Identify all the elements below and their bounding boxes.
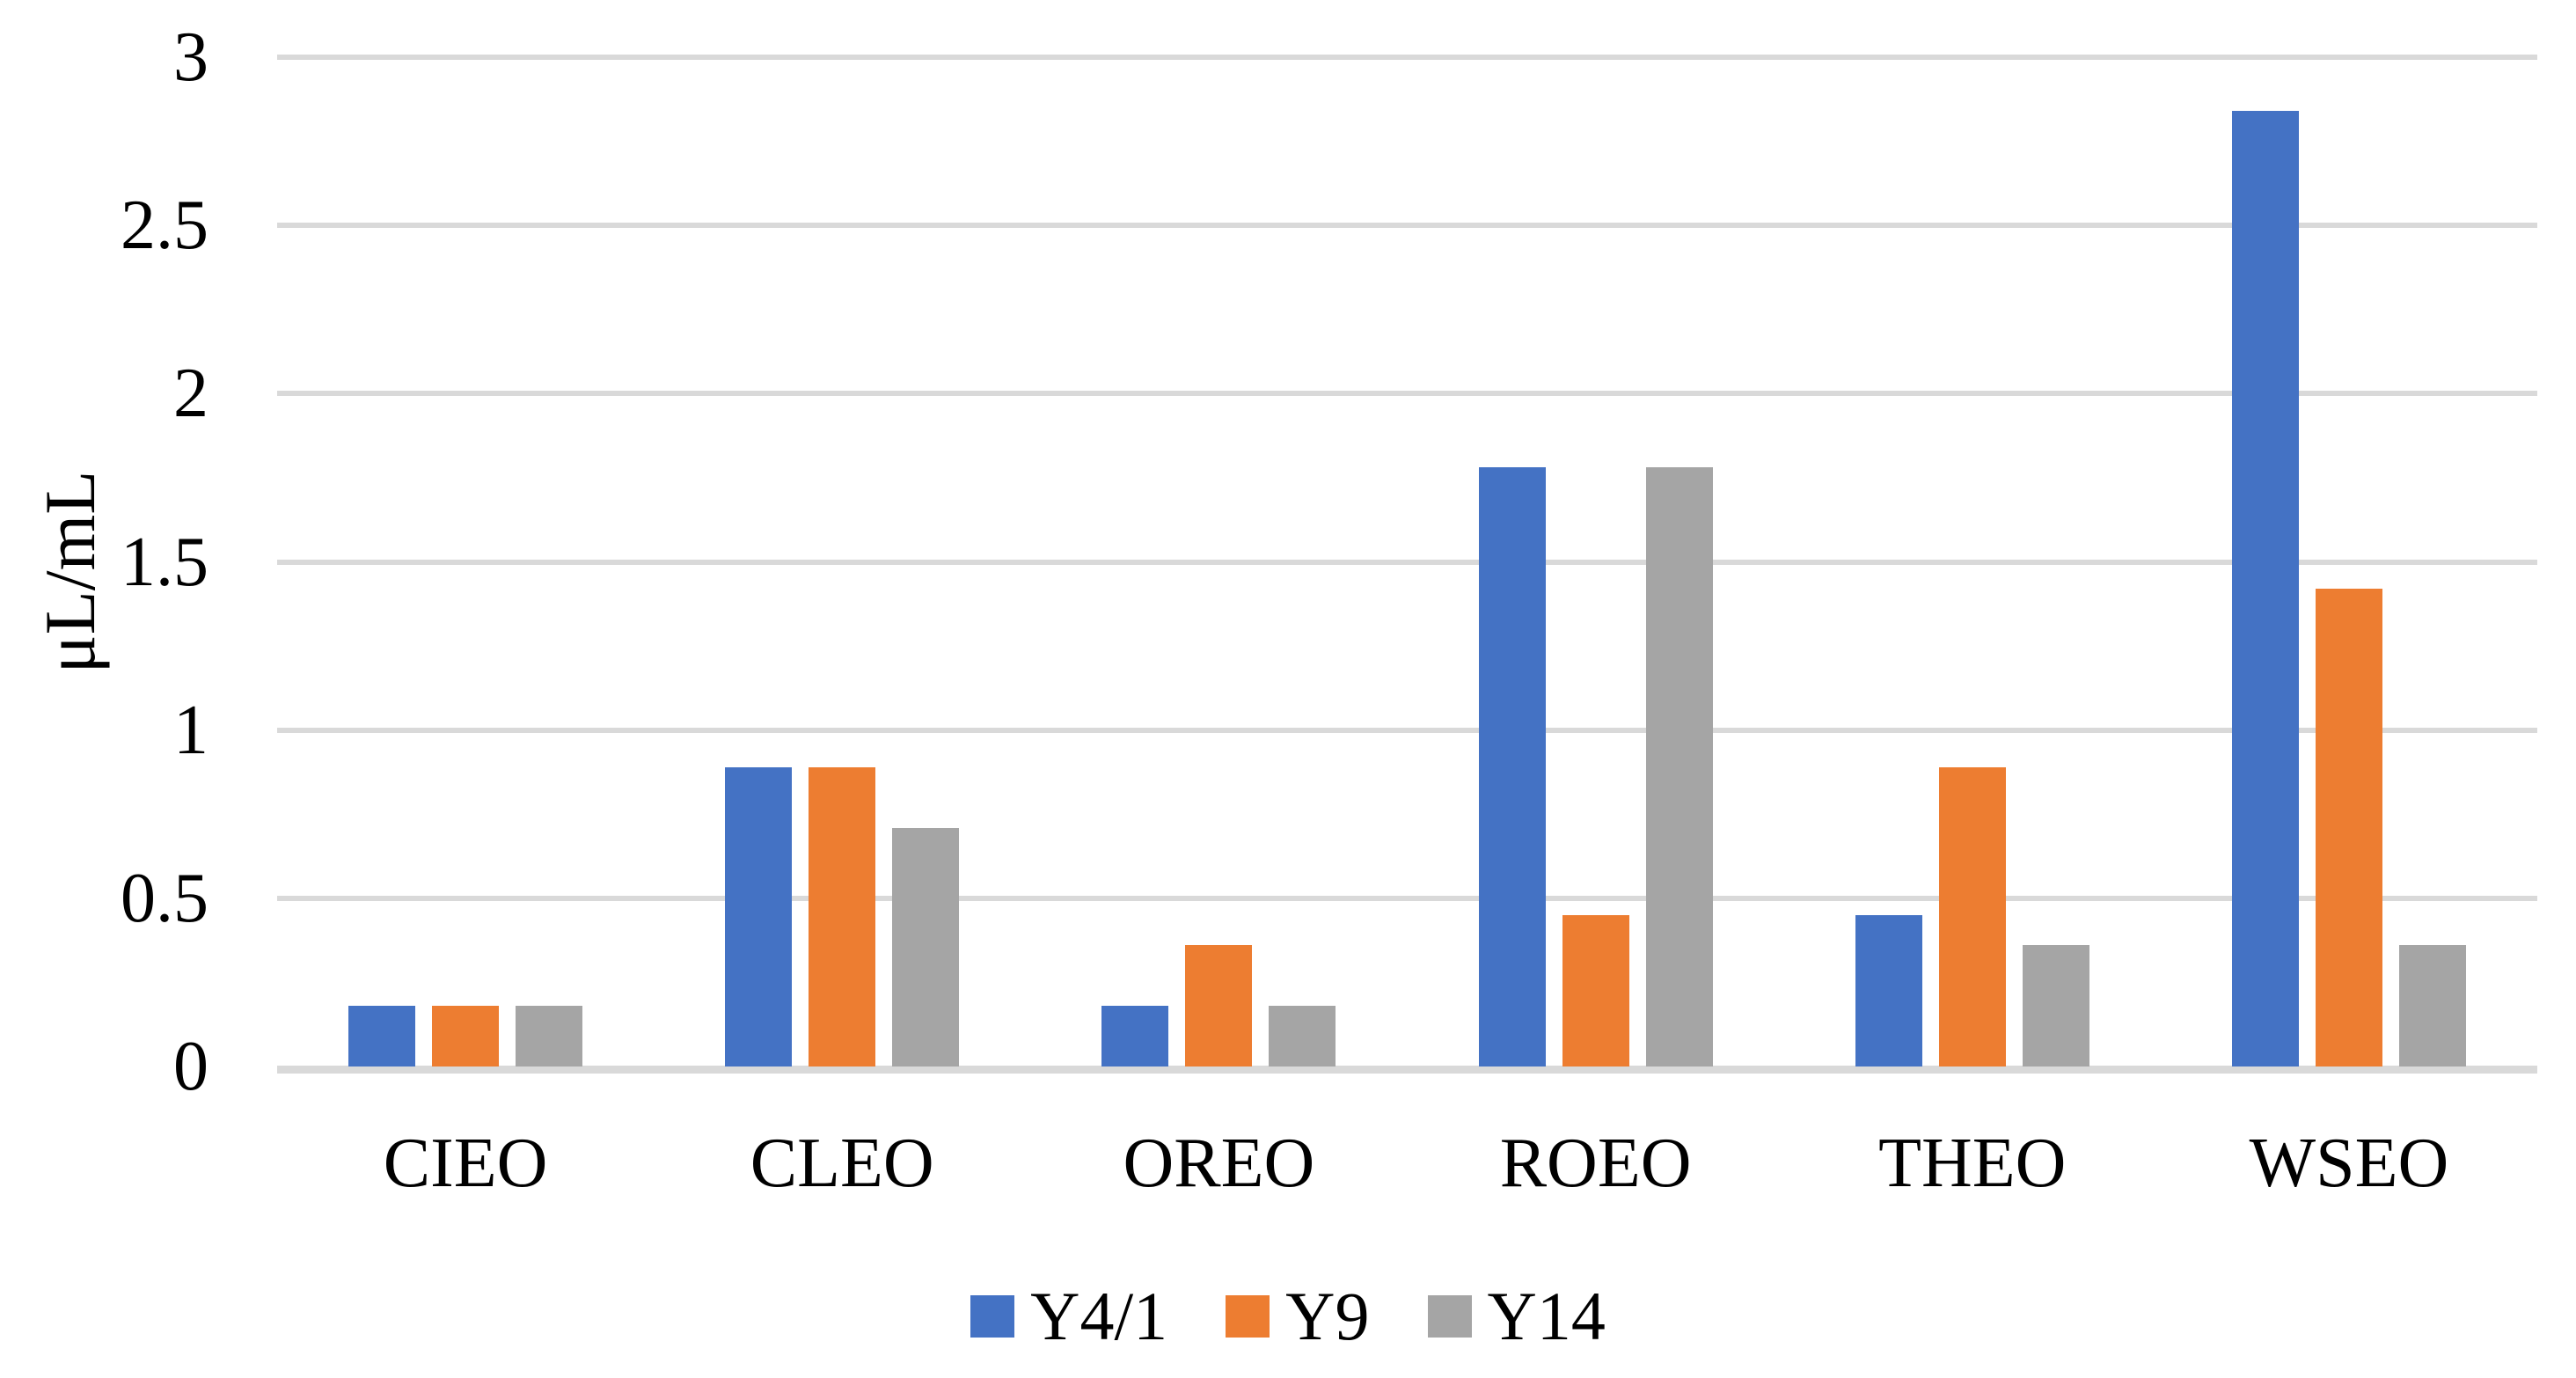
plot-area [277,55,2537,1074]
x-category-label-oreo: OREO [1123,1125,1315,1202]
gridline [277,55,2537,60]
bar-cieo-y41 [348,1006,416,1066]
bar-cleo-y9 [809,766,876,1066]
y-tick-label: 2 [173,355,209,433]
legend-item-y14: Y14 [1427,1274,1606,1359]
legend-swatch-icon [970,1295,1015,1338]
y-tick-label: 0 [173,1028,209,1105]
gridline [277,223,2537,229]
legend: Y4/1 Y9 Y14 [0,1274,2576,1359]
bar-theo-y14 [2022,945,2089,1066]
legend-label: Y4/1 [1030,1278,1168,1354]
bar-oreo-y9 [1185,945,1253,1066]
bar-cieo-y14 [516,1006,583,1066]
legend-swatch-icon [1427,1295,1472,1338]
bar-cieo-y9 [432,1006,500,1066]
legend-label: Y14 [1487,1278,1606,1354]
bar-roeo-y14 [1645,467,1713,1066]
bar-theo-y41 [1855,914,1922,1066]
y-tick-label: 0.5 [121,859,209,937]
x-category-label-theo: THEO [1878,1125,2067,1202]
bar-wseo-y14 [2398,945,2466,1066]
gridline [277,895,2537,901]
bar-roeo-y41 [1478,467,1546,1066]
legend-item-y9: Y9 [1226,1274,1370,1359]
y-tick-label: 1 [173,691,209,769]
y-tick-label: 3 [173,18,209,96]
y-tick-label: 2.5 [121,187,209,265]
bar-roeo-y9 [1562,914,1629,1066]
x-axis-baseline [277,1065,2537,1074]
y-tick-label: 1.5 [121,523,209,601]
bar-oreo-y41 [1101,1006,1169,1066]
legend-swatch-icon [1226,1295,1270,1338]
bar-cleo-y41 [725,766,793,1066]
bar-wseo-y9 [2315,589,2382,1066]
bar-wseo-y41 [2231,111,2299,1066]
bar-cleo-y14 [892,827,960,1066]
gridline [277,727,2537,733]
x-category-label-roeo: ROEO [1499,1125,1692,1202]
x-category-label-wseo: WSEO [2249,1125,2449,1202]
x-category-label-cleo: CLEO [750,1125,934,1202]
x-category-label-cieo: CIEO [383,1125,548,1202]
bar-theo-y9 [1938,766,2006,1066]
legend-label: Y9 [1285,1278,1370,1354]
gridline [277,391,2537,397]
legend-item-y41: Y4/1 [970,1274,1167,1359]
gridline [277,559,2537,565]
bar-oreo-y14 [1269,1006,1336,1066]
